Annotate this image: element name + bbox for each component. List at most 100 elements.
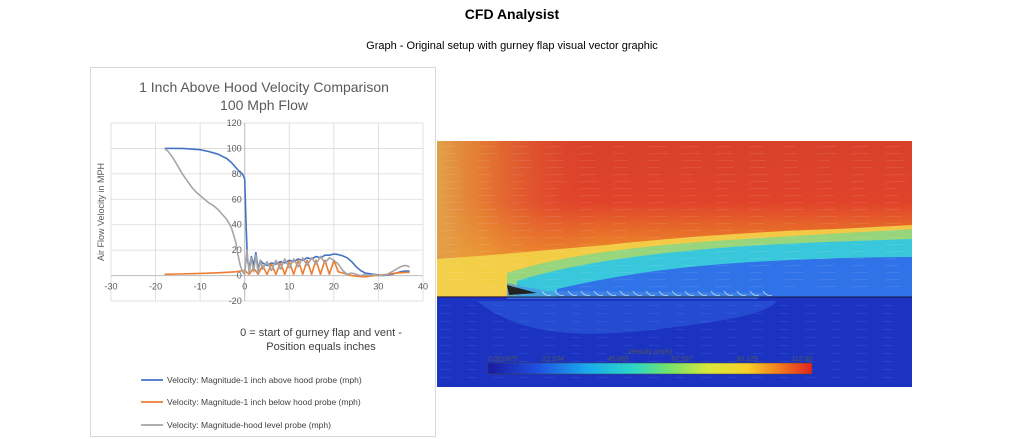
velocity-vector (518, 360, 530, 363)
velocity-vector (648, 352, 660, 355)
velocity-vector (804, 320, 816, 323)
velocity-vector (442, 195, 463, 197)
velocity-vector (700, 352, 712, 355)
velocity-vector (714, 251, 737, 253)
velocity-vector (544, 188, 558, 190)
velocity-vector (442, 209, 465, 211)
velocity-vector (440, 328, 452, 331)
velocity-vector (882, 304, 894, 307)
velocity-vector (612, 174, 630, 176)
velocity-vector (612, 202, 634, 204)
velocity-vector (884, 279, 901, 281)
velocity-vector (830, 320, 842, 323)
velocity-vector (476, 251, 493, 253)
velocity-vector (544, 209, 561, 211)
velocity-vector (850, 209, 869, 211)
velocity-vector (612, 167, 629, 169)
velocity-vector (884, 181, 907, 183)
velocity-vector (646, 202, 666, 204)
velocity-vector (700, 312, 712, 315)
velocity-vector (440, 336, 452, 339)
velocity-vector (544, 237, 565, 239)
velocity-vector (778, 344, 790, 347)
velocity-vector (510, 216, 530, 218)
legend-label: Velocity: Magnitude-1 inch below hood pr… (167, 397, 361, 407)
velocity-vector (612, 286, 626, 288)
chart-title-block: 1 Inch Above Hood Velocity Comparison 10… (91, 78, 437, 114)
velocity-vector (748, 195, 771, 197)
velocity-vector (804, 336, 816, 339)
velocity-vector (884, 209, 901, 211)
velocity-vector (782, 160, 798, 162)
velocity-vector (748, 209, 763, 211)
colorbar-tick: 67.597 (671, 356, 694, 363)
velocity-vector (816, 174, 832, 176)
velocity-vector (544, 160, 564, 162)
velocity-vector (714, 279, 731, 281)
velocity-vector (646, 174, 662, 176)
velocity-vector (544, 251, 567, 253)
velocity-vector (646, 181, 663, 183)
velocity-vector (782, 153, 797, 155)
velocity-vector (782, 167, 799, 169)
velocity-vector (606, 290, 617, 296)
velocity-vector (748, 237, 767, 239)
page-subtitle: Graph - Original setup with gurney flap … (366, 40, 658, 52)
velocity-vector (778, 320, 790, 323)
velocity-vector (466, 352, 478, 355)
velocity-vector (442, 181, 461, 183)
velocity-vector (680, 146, 700, 148)
velocity-vector (830, 360, 842, 363)
velocity-vector (596, 320, 608, 323)
velocity-vector (816, 258, 834, 260)
velocity-vector (782, 286, 796, 288)
velocity-vector (850, 146, 870, 148)
velocity-vector (570, 352, 582, 355)
velocity-vector (782, 272, 804, 274)
velocity-vector (476, 209, 497, 211)
velocity-vector (622, 360, 634, 363)
velocity-vector (442, 258, 462, 260)
velocity-vector (466, 344, 478, 347)
page-title: CFD Analysist (464, 6, 560, 22)
velocity-vector (578, 174, 598, 176)
velocity-vector (884, 272, 900, 274)
velocity-vector (882, 352, 894, 355)
velocity-vector (646, 223, 669, 225)
velocity-vector (674, 352, 686, 355)
velocity-vector (510, 237, 533, 239)
velocity-vector (778, 304, 790, 307)
velocity-vector (442, 279, 465, 281)
velocity-vector (816, 237, 831, 239)
velocity-vector (816, 188, 834, 190)
velocity-vector (882, 360, 894, 363)
y-tick-label: 120 (227, 118, 242, 128)
x-tick-label: -10 (194, 282, 207, 292)
velocity-vector (850, 251, 865, 253)
velocity-vector (856, 368, 868, 371)
chart-title: 1 Inch Above Hood Velocity Comparison (139, 79, 389, 95)
velocity-vector (752, 328, 764, 331)
velocity-vector (778, 360, 790, 363)
velocity-vector (440, 376, 452, 379)
velocity-vector (856, 360, 868, 363)
velocity-vector (804, 328, 816, 331)
velocity-vector (570, 328, 582, 331)
velocity-vector (632, 290, 643, 296)
velocity-vector (816, 195, 835, 197)
velocity-vector (492, 328, 504, 331)
velocity-vector (726, 336, 738, 339)
velocity-vector (748, 153, 765, 155)
velocity-vector (778, 328, 790, 331)
velocity-vector (596, 376, 608, 379)
velocity-vector (619, 290, 630, 296)
velocity-vectors (440, 146, 907, 379)
velocity-vector (612, 258, 632, 260)
velocity-vector (510, 181, 525, 183)
velocity-vector (782, 244, 800, 246)
velocity-vector (646, 188, 664, 190)
velocity-vector (570, 336, 582, 339)
velocity-vector (680, 230, 702, 232)
y-tick-label: 40 (232, 220, 242, 230)
velocity-vector (850, 181, 865, 183)
